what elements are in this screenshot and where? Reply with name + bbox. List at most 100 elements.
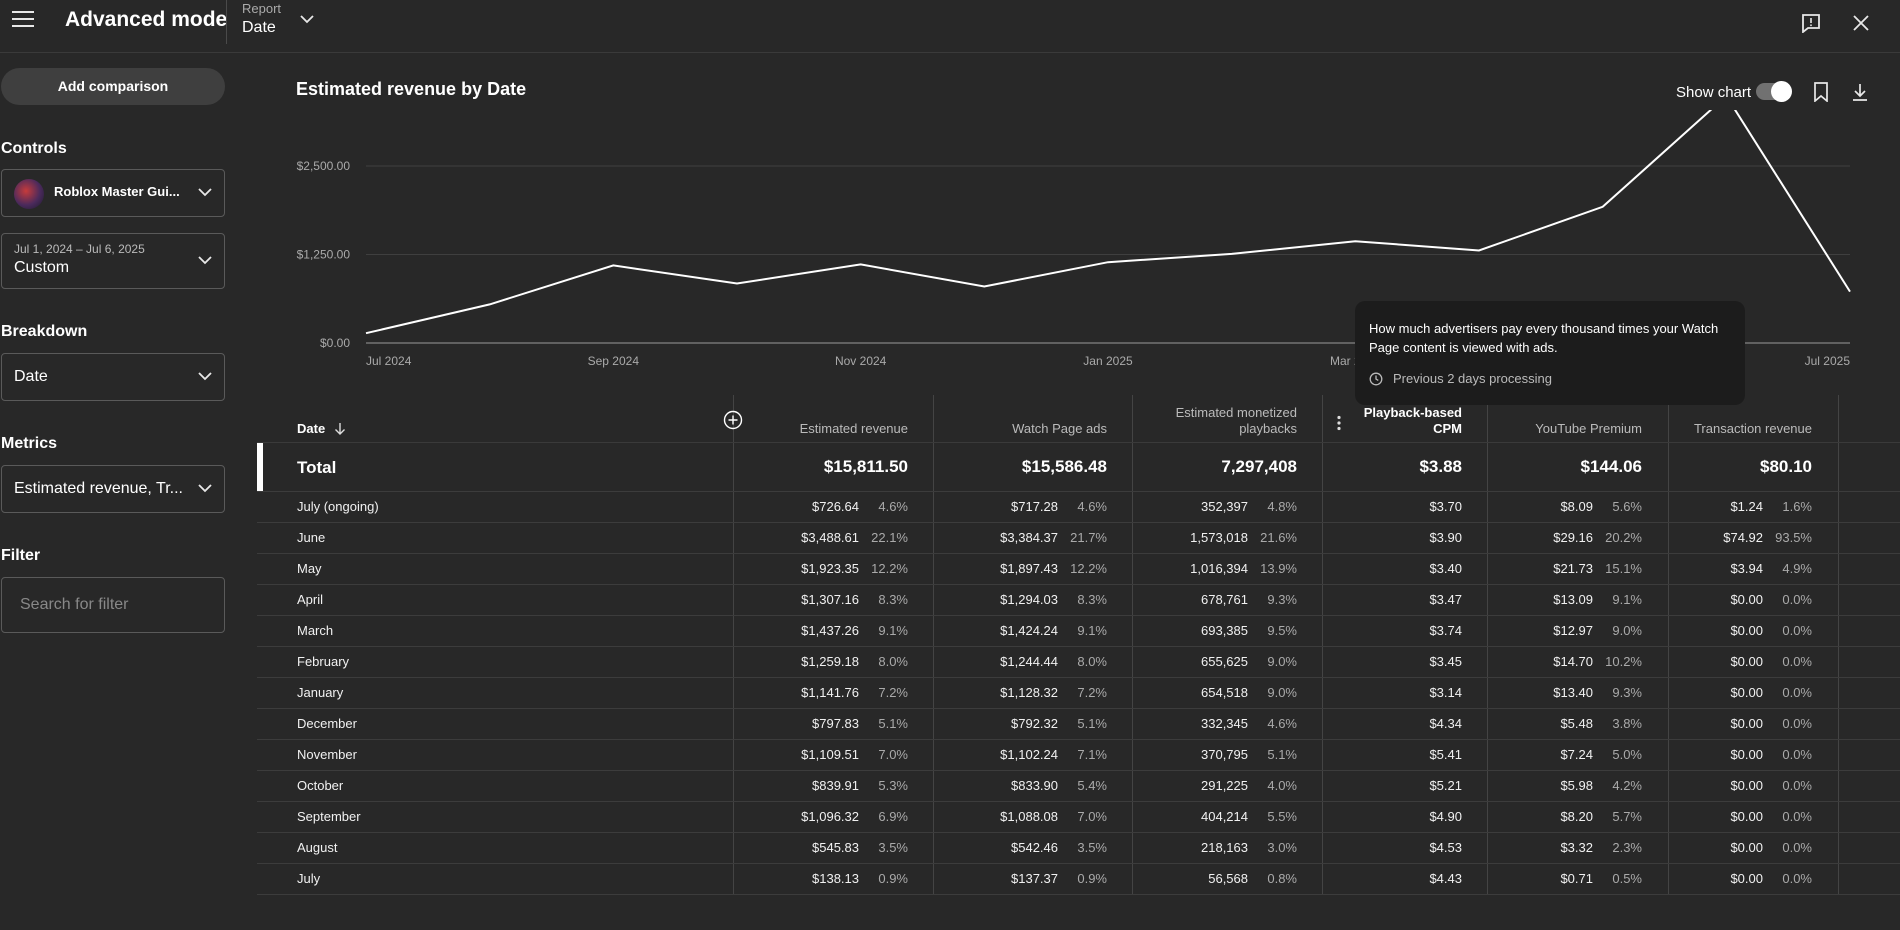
- row-mp-percent: 4.8%: [1267, 499, 1297, 514]
- column-header[interactable]: YouTube Premium: [1452, 395, 1642, 443]
- row-mp: 352,397: [1201, 499, 1248, 514]
- table-row[interactable]: October 5.3% $839.91 5.4% $833.90 4.0% 291,225…: [257, 770, 1900, 801]
- row-mp: 56,568: [1208, 871, 1248, 886]
- add-comparison-button[interactable]: Add comparison: [1, 68, 225, 105]
- row-cpm: $4.90: [1429, 809, 1462, 824]
- metrics-selector[interactable]: Estimated revenue, Tr...: [1, 465, 225, 513]
- column-header[interactable]: Playback-based CPM: [1272, 395, 1462, 443]
- row-rev: $1,096.32: [801, 809, 859, 824]
- chevron-down-icon: [198, 372, 212, 381]
- bookmark-icon[interactable]: [1813, 82, 1829, 102]
- row-mp: 291,225: [1201, 778, 1248, 793]
- row-mp: 1,016,394: [1190, 561, 1248, 576]
- row-trans: $0.00: [1730, 592, 1763, 607]
- sort-descending-icon[interactable]: [333, 422, 347, 436]
- row-wpa-percent: 5.1%: [1077, 716, 1107, 731]
- row-mp: 218,163: [1201, 840, 1248, 855]
- filter-placeholder: Search for filter: [20, 596, 129, 613]
- total-rev: $15,811.50: [823, 457, 908, 476]
- row-mp: 332,345: [1201, 716, 1248, 731]
- menu-icon[interactable]: [12, 11, 34, 29]
- column-divider: [733, 395, 734, 894]
- column-divider: [1668, 395, 1669, 894]
- row-wpa-percent: 0.9%: [1077, 871, 1107, 886]
- row-prem-percent: 10.2%: [1605, 654, 1642, 669]
- row-prem: $13.09: [1553, 592, 1593, 607]
- column-header[interactable]: Transaction revenue: [1622, 395, 1812, 443]
- row-date: February: [297, 654, 350, 669]
- row-wpa-percent: 3.5%: [1077, 840, 1107, 855]
- table-row[interactable]: April 8.3% $1,307.16 8.3% $1,294.03 9.3% 678,7…: [257, 584, 1900, 615]
- table-row[interactable]: January 7.2% $1,141.76 7.2% $1,128.32 9.0% 654…: [257, 677, 1900, 708]
- chevron-down-icon: [198, 188, 212, 197]
- row-date: August: [297, 840, 338, 855]
- row-prem-percent: 9.3%: [1612, 685, 1642, 700]
- total-label: Total: [297, 458, 337, 477]
- table-row[interactable]: September 6.9% $1,096.32 7.0% $1,088.08 5.5% 4…: [257, 801, 1900, 832]
- table-row[interactable]: July (ongoing) 4.6% $726.64 4.6% $717.28 4.8%…: [257, 491, 1900, 522]
- table-row[interactable]: March 9.1% $1,437.26 9.1% $1,424.24 9.5% 693,3…: [257, 615, 1900, 646]
- row-wpa-percent: 7.2%: [1077, 685, 1107, 700]
- row-wpa: $1,088.08: [1000, 809, 1058, 824]
- row-wpa-percent: 9.1%: [1077, 623, 1107, 638]
- channel-selector[interactable]: Roblox Master Gui...: [1, 169, 225, 217]
- row-prem-percent: 15.1%: [1605, 561, 1642, 576]
- row-prem: $29.16: [1553, 530, 1593, 545]
- chevron-down-icon[interactable]: [298, 12, 316, 26]
- row-divider: [257, 801, 1900, 802]
- column-divider: [1487, 395, 1488, 894]
- breakdown-selector[interactable]: Date: [1, 353, 225, 401]
- table-row[interactable]: December 5.1% $797.83 5.1% $792.32 4.6% 332,34…: [257, 708, 1900, 739]
- row-trans-percent: 0.0%: [1782, 592, 1812, 607]
- row-prem-percent: 9.1%: [1612, 592, 1642, 607]
- table-row[interactable]: February 8.0% $1,259.18 8.0% $1,244.44 9.0% 65…: [257, 646, 1900, 677]
- row-wpa: $542.46: [1011, 840, 1058, 855]
- row-rev-percent: 5.1%: [878, 716, 908, 731]
- row-wpa-percent: 12.2%: [1070, 561, 1107, 576]
- column-header-line1: Playback-based: [1363, 405, 1462, 420]
- date-range-selector[interactable]: Jul 1, 2024 – Jul 6, 2025 Custom: [1, 233, 225, 289]
- column-header-label: Playback-based CPM: [1364, 405, 1462, 437]
- row-mp-percent: 0.8%: [1267, 871, 1297, 886]
- column-divider: [1132, 395, 1133, 894]
- row-rev-percent: 9.1%: [878, 623, 908, 638]
- show-chart-toggle[interactable]: [1756, 81, 1792, 102]
- table-row[interactable]: May 12.2% $1,923.35 12.2% $1,897.43 13.9% 1,01…: [257, 553, 1900, 584]
- controls-label: Controls: [1, 140, 67, 157]
- chart-title: Estimated revenue by Date: [296, 79, 527, 99]
- total-wpa: $15,586.48: [1021, 457, 1107, 476]
- row-prem: $21.73: [1553, 561, 1593, 576]
- row-prem: $8.20: [1560, 809, 1593, 824]
- row-trans: $1.24: [1730, 499, 1763, 514]
- x-tick-label: Jul 2024: [366, 354, 412, 368]
- row-prem: $13.40: [1553, 685, 1593, 700]
- more-vert-icon[interactable]: [1336, 415, 1342, 431]
- download-icon[interactable]: [1851, 83, 1869, 102]
- row-prem-percent: 20.2%: [1605, 530, 1642, 545]
- feedback-icon[interactable]: [1801, 13, 1821, 33]
- table-row[interactable]: November 7.0% $1,109.51 7.1% $1,102.24 5.1% 37…: [257, 739, 1900, 770]
- row-prem-percent: 5.0%: [1612, 747, 1642, 762]
- column-header-date[interactable]: Date: [297, 395, 377, 443]
- filter-input[interactable]: Search for filter: [1, 577, 225, 633]
- table-row[interactable]: August 3.5% $545.83 3.5% $542.46 3.0% 218,163 $…: [257, 832, 1900, 863]
- column-header[interactable]: Estimated revenue: [718, 395, 908, 443]
- row-trans: $0.00: [1730, 840, 1763, 855]
- column-header[interactable]: Watch Page ads: [917, 395, 1107, 443]
- row-rev-percent: 7.2%: [878, 685, 908, 700]
- table-row[interactable]: July 0.9% $138.13 0.9% $137.37 0.8% 56,568 $4.4…: [257, 863, 1900, 894]
- row-date: July (ongoing): [297, 499, 379, 514]
- row-trans-percent: 0.0%: [1782, 747, 1812, 762]
- column-header[interactable]: Estimated monetized playbacks: [1107, 395, 1297, 443]
- row-wpa: $3,384.37: [1000, 530, 1058, 545]
- row-mp-percent: 4.0%: [1267, 778, 1297, 793]
- x-tick-label: Jan 2025: [1083, 354, 1133, 368]
- table-row[interactable]: June 22.1% $3,488.61 21.7% $3,384.37 21.6% 1,5…: [257, 522, 1900, 553]
- row-trans: $0.00: [1730, 747, 1763, 762]
- row-cpm: $3.74: [1429, 623, 1462, 638]
- row-trans: $0.00: [1730, 654, 1763, 669]
- add-column-icon[interactable]: [723, 410, 743, 430]
- report-selector[interactable]: Date: [242, 19, 276, 36]
- close-icon[interactable]: [1851, 13, 1871, 33]
- row-wpa: $717.28: [1011, 499, 1058, 514]
